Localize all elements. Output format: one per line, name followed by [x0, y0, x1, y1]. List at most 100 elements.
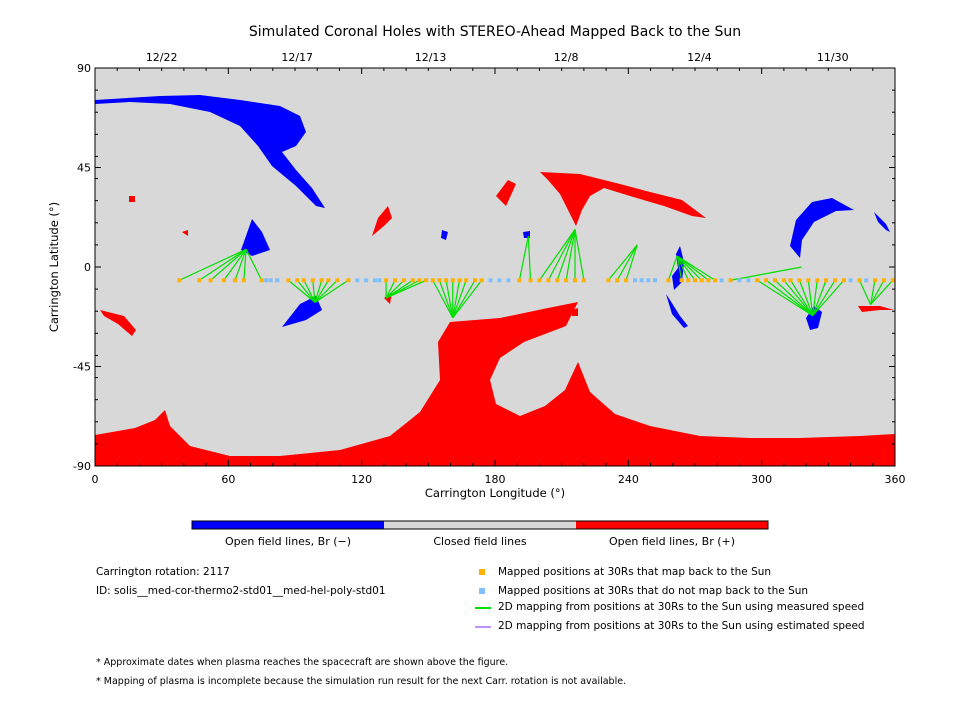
negative-hole-lon70 [241, 219, 270, 256]
mapped-point [221, 278, 226, 283]
mapped-point [444, 278, 449, 283]
positive-hole-lon205 [572, 308, 578, 316]
mapped-point [693, 278, 697, 283]
negative-hole-lon100 [282, 296, 322, 327]
mapped-point [686, 278, 691, 283]
mapped-point [624, 278, 629, 283]
mapped-point [755, 278, 760, 283]
legend-estimated-label: 2D mapping from positions at 30Rs to the… [498, 620, 865, 632]
north-polar-negative-hole [95, 95, 325, 208]
positive-hole-lon350 [858, 306, 894, 312]
mapping-line [314, 279, 338, 303]
mapping-line [438, 280, 454, 319]
mapped-point [301, 278, 306, 283]
positive-hole-small-a [182, 230, 188, 236]
mapped-point [615, 278, 620, 283]
date-tick-label: 12/22 [146, 51, 178, 64]
mapping-line [667, 255, 678, 281]
y-tick-label: -90 [73, 460, 91, 473]
mapped-point [295, 278, 300, 283]
colorbar-closed [384, 521, 576, 529]
x-axis-label: Carrington Longitude (°) [425, 486, 565, 500]
mapping-line [765, 279, 814, 317]
mapping-line [676, 255, 716, 281]
x-tick-label: 180 [485, 473, 506, 486]
unmapped-point [373, 278, 377, 283]
negative-hole-lon345-strand [874, 212, 890, 232]
mapping-line [870, 279, 885, 305]
mapped-point [788, 278, 793, 283]
unmapped-point [646, 278, 651, 283]
mapped-point [310, 278, 315, 283]
mapped-point [259, 278, 264, 283]
mapped-point [706, 278, 711, 283]
mapped-point [841, 278, 846, 283]
mapped-point [781, 278, 786, 283]
mapping-line [812, 279, 836, 316]
date-tick-label: 12/13 [415, 51, 447, 64]
coronal-hole-regions [95, 95, 895, 466]
mapping-line [312, 280, 316, 303]
negative-hole-small-a [441, 230, 448, 240]
positive-hole-lon10-south [100, 310, 136, 336]
unmapped-point [264, 278, 269, 283]
mapping-line [287, 279, 316, 303]
mapping-line [574, 229, 585, 281]
mapped-point [528, 278, 533, 283]
mapping-line [676, 255, 689, 281]
colorbar-frame [191, 520, 769, 530]
legend-mapped-label: Mapped positions at 30Rs that map back t… [498, 566, 772, 578]
mapping-line [790, 279, 814, 316]
colorbar-negative [192, 521, 384, 529]
mapping-line [452, 280, 467, 319]
x-tick-label: 0 [92, 473, 99, 486]
x-tick-label: 60 [221, 473, 235, 486]
mapping-line [179, 248, 247, 281]
unmapped-point [488, 278, 493, 283]
mapped-point [384, 278, 389, 283]
mapping-line [858, 280, 872, 305]
date-tick-label: 11/30 [817, 51, 849, 64]
mapped-point [417, 278, 422, 283]
mapping-line [234, 249, 247, 281]
mapped-point [233, 278, 237, 283]
mapped-point [437, 278, 442, 283]
unmapped-point [506, 278, 511, 283]
mapping-line [774, 279, 814, 317]
positive-hole-lon182 [496, 180, 516, 206]
mapped-point [393, 278, 397, 283]
mapping-line [556, 229, 576, 281]
colorbar-label-closed: Closed field lines [433, 535, 527, 548]
plot-area [94, 67, 896, 467]
mapped-point [286, 278, 291, 283]
colorbar-positive [576, 521, 768, 529]
mapping-line [730, 266, 802, 281]
mapped-point [401, 278, 406, 283]
mapping-line [676, 255, 703, 281]
mapping-lines [179, 229, 894, 319]
mapped-point [666, 278, 671, 283]
mapped-point [346, 278, 351, 283]
mapped-point [410, 278, 415, 283]
mapped-point [326, 278, 331, 283]
unmapped-point [719, 278, 724, 283]
mapped-point [335, 278, 340, 283]
unmapped-point [355, 278, 360, 283]
mapping-line [607, 244, 638, 281]
unmapped-point [864, 278, 869, 283]
mapping-line [243, 249, 247, 281]
mapping-line [296, 279, 316, 303]
mapped-point [815, 278, 820, 283]
mapping-line [527, 236, 532, 281]
mapped-point [564, 278, 569, 283]
mapping-line [676, 255, 709, 281]
axes: 0 60 120 180 240 300 360 90 45 0 -45 -90 12/22 12/17 1… [73, 51, 905, 486]
legend-measured-label: 2D mapping from positions at 30Rs to the… [498, 601, 865, 613]
y-axis-label: Carrington Latitude (°) [47, 202, 61, 332]
x-tick-label: 360 [885, 473, 906, 486]
footnote-incomplete: * Mapping of plasma is incomplete becaus… [96, 676, 627, 687]
unmapped-point [737, 278, 742, 283]
legend-measured-swatch [475, 607, 491, 609]
mapping-line [538, 229, 576, 281]
mapping-line [870, 279, 894, 305]
